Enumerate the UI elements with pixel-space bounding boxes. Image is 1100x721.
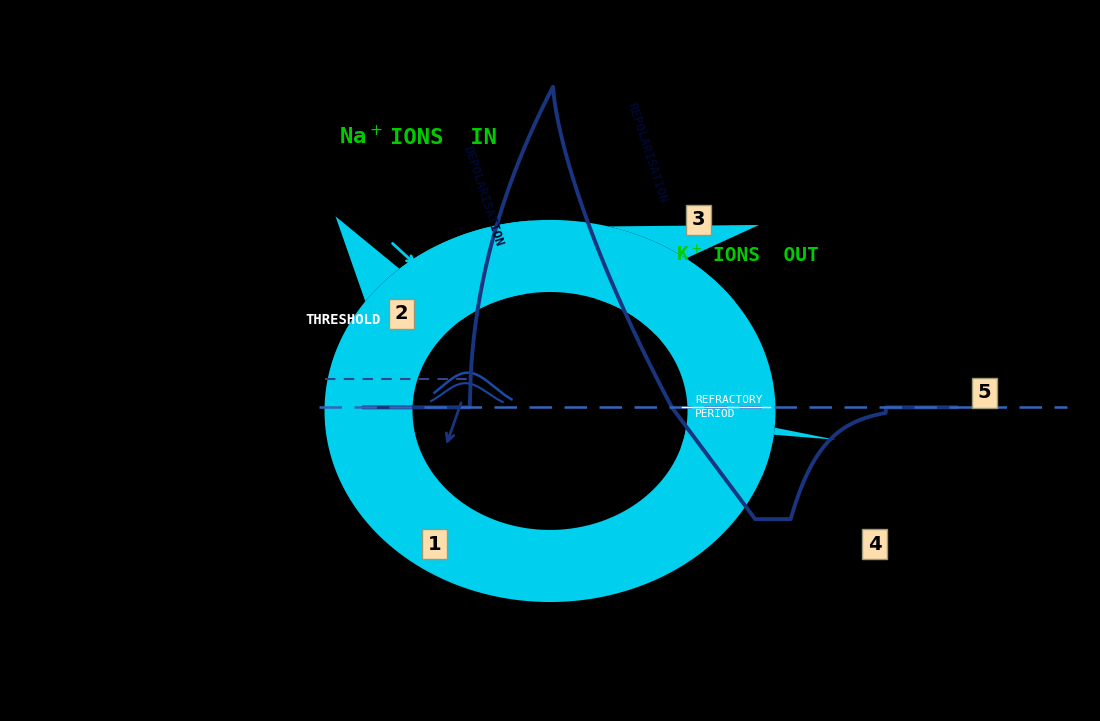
Polygon shape <box>681 428 836 477</box>
Text: 4: 4 <box>868 535 881 554</box>
Text: 2: 2 <box>395 304 408 323</box>
Text: IONS  OUT: IONS OUT <box>713 246 818 265</box>
Text: REPOLARISATION: REPOLARISATION <box>625 101 670 205</box>
Text: DEPOLARISATION: DEPOLARISATION <box>460 144 505 248</box>
Text: Na$^+$: Na$^+$ <box>339 125 382 149</box>
Text: 1: 1 <box>428 535 441 554</box>
Text: 5: 5 <box>978 384 991 402</box>
Text: IONS  IN: IONS IN <box>390 128 497 149</box>
Text: 3: 3 <box>692 211 705 229</box>
Polygon shape <box>324 220 776 602</box>
Text: REFRACTORY
PERIOD: REFRACTORY PERIOD <box>695 395 762 420</box>
Text: K$^+$: K$^+$ <box>676 244 703 265</box>
Text: THRESHOLD: THRESHOLD <box>306 314 382 327</box>
Polygon shape <box>597 225 759 335</box>
Polygon shape <box>336 216 530 320</box>
